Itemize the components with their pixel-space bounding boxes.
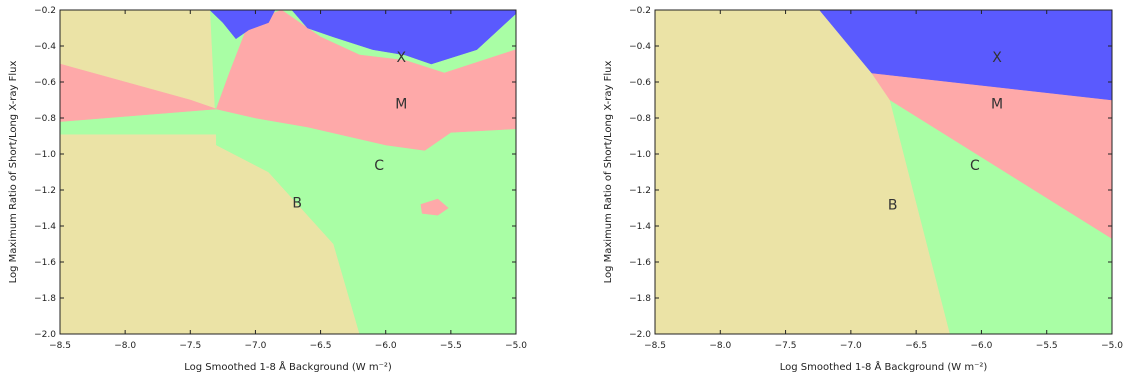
x-tick-label: −7.0 xyxy=(244,341,266,351)
y-axis-label: Log Maximum Ratio of Short/Long X-ray Fl… xyxy=(603,61,614,284)
region-X xyxy=(819,10,1112,101)
y-tick-label: −0.8 xyxy=(34,114,56,124)
x-tick-label: −7.0 xyxy=(840,341,862,351)
y-tick-label: −1.8 xyxy=(34,294,56,304)
class-label-M: M xyxy=(991,97,1003,113)
region-M xyxy=(420,198,449,216)
class-label-B: B xyxy=(292,196,302,212)
region-X xyxy=(209,10,516,65)
class-label-M: M xyxy=(395,97,407,113)
y-tick-label: −0.2 xyxy=(629,6,651,16)
y-tick-label: −1.2 xyxy=(34,186,56,196)
x-tick-label: −6.5 xyxy=(310,341,332,351)
y-tick-label: −1.6 xyxy=(629,258,651,268)
y-tick-label: −2.0 xyxy=(34,330,56,340)
region-M xyxy=(60,10,516,151)
x-axis-label: Log Smoothed 1-8 Å Background (W m⁻²) xyxy=(184,360,392,373)
y-tick-label: −1.2 xyxy=(629,186,651,196)
plot-frame xyxy=(59,9,517,335)
left-panel: X M C B −8.5 −8.0 −7.5 −7.0 −6.5 −6.0 −5.5 −5.0 −2.0… xyxy=(8,6,527,373)
y-tick-label: −0.6 xyxy=(34,78,56,88)
class-label-C: C xyxy=(374,158,384,174)
y-tick-label: −0.6 xyxy=(629,78,651,88)
x-tick-label: −8.0 xyxy=(709,341,731,351)
x-tick-label: −7.5 xyxy=(775,341,797,351)
y-tick-label: −1.8 xyxy=(629,294,651,304)
x-axis-label: Log Smoothed 1-8 Å Background (W m⁻²) xyxy=(780,360,988,373)
x-tick-label: −5.0 xyxy=(1101,341,1123,351)
x-tick-label: −8.5 xyxy=(49,341,71,351)
class-regions xyxy=(60,10,516,334)
x-tick-label: −5.0 xyxy=(505,341,527,351)
y-tick-label: −1.0 xyxy=(34,150,56,160)
class-label-X: X xyxy=(397,50,407,66)
y-tick-label: −0.4 xyxy=(629,42,651,52)
x-tick-label: −6.0 xyxy=(375,341,397,351)
x-tick-label: −8.0 xyxy=(114,341,136,351)
y-tick-label: −0.2 xyxy=(34,6,56,16)
plot-frame xyxy=(654,9,1113,335)
y-tick-label: −1.0 xyxy=(629,150,651,160)
y-tick-label: −1.4 xyxy=(629,222,651,232)
y-axis-label: Log Maximum Ratio of Short/Long X-ray Fl… xyxy=(8,61,19,284)
right-panel: X M C B −8.5 −8.0 −7.5 −7.0 −6.5 −6.0 −5.5 −5.0 −2.0… xyxy=(603,6,1123,373)
x-tick-label: −5.5 xyxy=(440,341,462,351)
class-label-C: C xyxy=(970,158,980,174)
x-tick-label: −8.5 xyxy=(644,341,666,351)
class-regions xyxy=(655,10,1112,334)
y-tick-label: −0.4 xyxy=(34,42,56,52)
class-label-X: X xyxy=(992,50,1002,66)
y-tick-label: −1.4 xyxy=(34,222,56,232)
y-tick-label: −1.6 xyxy=(34,258,56,268)
x-tick-label: −6.0 xyxy=(970,341,992,351)
x-tick-label: −7.5 xyxy=(179,341,201,351)
class-label-B: B xyxy=(888,197,898,213)
x-tick-label: −5.5 xyxy=(1036,341,1058,351)
y-tick-label: −0.8 xyxy=(629,114,651,124)
y-tick-label: −2.0 xyxy=(629,330,651,340)
x-tick-label: −6.5 xyxy=(905,341,927,351)
